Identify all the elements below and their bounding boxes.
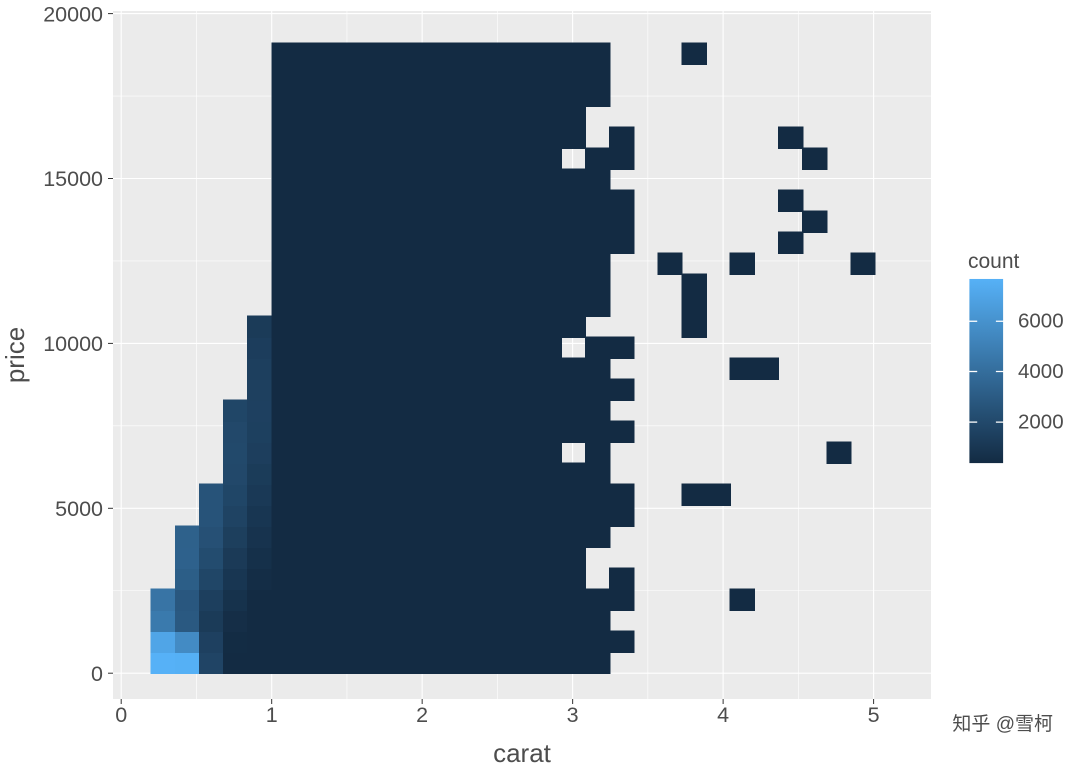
svg-text:5000: 5000 bbox=[55, 497, 103, 521]
svg-text:3: 3 bbox=[567, 703, 579, 727]
svg-text:0: 0 bbox=[91, 662, 103, 686]
svg-text:知乎 @雪柯: 知乎 @雪柯 bbox=[952, 713, 1053, 735]
svg-text:5: 5 bbox=[868, 703, 880, 727]
svg-text:carat: carat bbox=[493, 738, 552, 768]
svg-text:1: 1 bbox=[266, 703, 278, 727]
svg-text:price: price bbox=[0, 327, 30, 383]
svg-text:15000: 15000 bbox=[43, 167, 103, 191]
svg-text:count: count bbox=[968, 250, 1020, 273]
svg-text:0: 0 bbox=[115, 703, 127, 727]
svg-text:6000: 6000 bbox=[1018, 310, 1064, 333]
svg-text:2: 2 bbox=[416, 703, 428, 727]
svg-text:4: 4 bbox=[717, 703, 729, 727]
svg-text:4000: 4000 bbox=[1018, 360, 1064, 383]
svg-text:20000: 20000 bbox=[43, 3, 103, 27]
svg-text:2000: 2000 bbox=[1018, 410, 1064, 433]
svg-text:10000: 10000 bbox=[43, 332, 103, 356]
